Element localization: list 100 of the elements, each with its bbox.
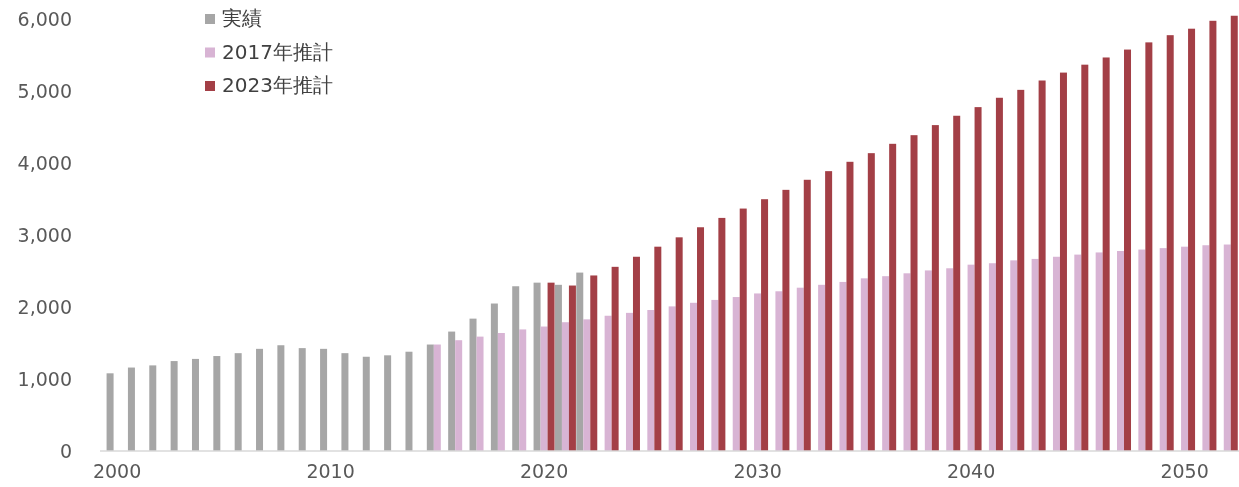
y-tick-label: 0 (59, 440, 72, 462)
bar (611, 266, 619, 451)
bar (1138, 249, 1146, 451)
bar (320, 348, 328, 451)
bar (604, 315, 612, 451)
bar (469, 318, 477, 451)
bar (1159, 248, 1167, 451)
bar (690, 302, 698, 451)
bar (924, 270, 932, 451)
bar (1124, 49, 1132, 451)
bar (127, 367, 135, 451)
y-tick-label: 2,000 (17, 296, 72, 319)
bar (519, 329, 527, 451)
bar (1017, 89, 1025, 451)
bar (846, 161, 854, 451)
x-tick-label: 2030 (733, 460, 782, 482)
bar (455, 340, 463, 451)
bar (490, 303, 498, 451)
y-tick-label: 6,000 (17, 8, 72, 31)
bar (568, 285, 576, 451)
bar (547, 282, 555, 451)
bar (512, 286, 520, 451)
bar (426, 344, 434, 451)
bar (867, 153, 875, 451)
bar (497, 333, 505, 451)
bar (1031, 258, 1039, 451)
bar (1209, 20, 1217, 451)
bar (718, 217, 726, 451)
bar (974, 107, 982, 451)
bar (1145, 42, 1153, 451)
legend-label: 2017年推計 (222, 39, 333, 64)
bar (170, 361, 178, 451)
y-tick-label: 5,000 (17, 80, 72, 103)
bar (1230, 15, 1238, 451)
bar (796, 287, 804, 451)
bar (675, 237, 683, 451)
x-tick-label: 2020 (519, 460, 569, 482)
y-tick-label: 1,000 (17, 368, 72, 391)
bar (697, 227, 705, 451)
bar (882, 276, 890, 451)
legend-label: 2023年推計 (222, 73, 333, 97)
bar (405, 351, 413, 451)
bar (106, 373, 114, 451)
bar (995, 97, 1003, 451)
bar (341, 353, 349, 451)
bar (754, 293, 762, 451)
bar (1181, 246, 1189, 451)
y-tick-label: 3,000 (17, 224, 72, 247)
bar (860, 278, 868, 451)
bar (1010, 260, 1018, 451)
bar (946, 268, 954, 451)
bar (775, 291, 783, 451)
bar (1223, 244, 1231, 451)
bar (576, 272, 584, 451)
bar (889, 143, 897, 451)
legend-label: 実績 (222, 6, 262, 30)
x-tick-label: 2050 (1160, 460, 1209, 482)
bar (654, 246, 662, 451)
bar (988, 263, 996, 451)
bar (540, 326, 548, 451)
bar (561, 322, 569, 451)
bar (1081, 64, 1089, 451)
bar (583, 319, 591, 451)
bar (554, 284, 562, 451)
bar (839, 281, 847, 451)
bar (625, 312, 633, 451)
bar (298, 348, 306, 451)
bar (1117, 251, 1125, 451)
bar (818, 284, 826, 451)
bar (1059, 72, 1067, 451)
bar (931, 125, 939, 451)
bar (1166, 35, 1174, 451)
bar (910, 135, 918, 451)
bar (782, 189, 790, 451)
bar (1038, 80, 1046, 451)
bar (213, 356, 221, 451)
bar (1074, 254, 1082, 451)
bar (739, 208, 747, 451)
bar (803, 179, 811, 451)
bar (149, 365, 157, 451)
bar (825, 171, 833, 451)
bar (433, 344, 441, 451)
bar (668, 306, 676, 451)
bar (256, 348, 264, 451)
bar (647, 310, 655, 451)
bar (711, 299, 719, 451)
bar (632, 256, 640, 451)
bar (533, 282, 541, 451)
bar (1202, 245, 1210, 451)
bar (234, 353, 242, 451)
bar (903, 273, 911, 451)
bar (1052, 256, 1060, 451)
bar (1095, 252, 1103, 451)
bar (1102, 57, 1110, 451)
y-tick-label: 4,000 (17, 152, 72, 175)
bar (732, 297, 740, 451)
x-tick-label: 2010 (306, 460, 355, 482)
x-tick-label: 2000 (92, 460, 142, 482)
bar (277, 345, 285, 451)
x-tick-label: 2040 (946, 460, 996, 482)
